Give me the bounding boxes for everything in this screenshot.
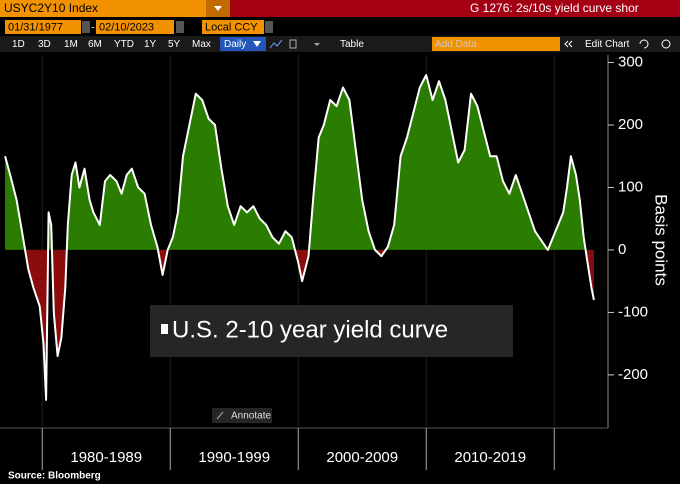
line-icon[interactable] — [269, 39, 283, 49]
end-date-field[interactable] — [96, 20, 174, 34]
period-button[interactable]: YTD — [114, 39, 134, 50]
annotate: Annotate — [231, 411, 271, 422]
edit-chart[interactable]: Edit Chart — [585, 39, 630, 50]
period-button[interactable]: 1M — [64, 39, 78, 50]
y-tick-label: 300 — [618, 53, 643, 70]
annotate-icon — [216, 411, 224, 420]
y-tick-label: 200 — [618, 116, 643, 133]
period-button[interactable]: 3D — [38, 39, 51, 50]
currency-dropdown[interactable] — [265, 21, 273, 33]
collapse-icon[interactable] — [564, 40, 573, 48]
settings-icon[interactable] — [661, 39, 671, 49]
legend-marker — [161, 324, 168, 334]
function-title: G 1276: 2s/10s yield curve shor — [470, 1, 639, 15]
period-button[interactable]: 6M — [88, 39, 102, 50]
y-axis-label: Basis points — [652, 194, 671, 286]
function-bar — [230, 0, 680, 17]
annotate-button[interactable] — [212, 408, 272, 423]
x-tick-label: 2000-2009 — [326, 449, 398, 466]
source: Source: Bloomberg — [8, 471, 101, 482]
period-button[interactable]: 5Y — [168, 39, 181, 50]
add-data-field[interactable] — [432, 37, 560, 51]
frequency: Daily — [224, 39, 246, 50]
add-data: Add Data — [435, 39, 477, 50]
ticker-field[interactable] — [0, 0, 206, 17]
more-arrow[interactable] — [314, 43, 320, 46]
currency-field[interactable] — [202, 20, 264, 34]
y-tick-label: 100 — [618, 178, 643, 195]
y-tick-label: 0 — [618, 241, 626, 258]
date-sep: - — [91, 21, 95, 33]
calendar-icon[interactable] — [82, 21, 90, 33]
calendar-icon[interactable] — [176, 21, 184, 33]
frequency-button[interactable] — [220, 37, 266, 51]
area — [5, 75, 594, 400]
x-tick-label: 2010-2019 — [454, 449, 526, 466]
y-tick-label: -200 — [618, 366, 648, 383]
legend-label: U.S. 2-10 year yield curve — [172, 316, 448, 343]
currency: Local CCY — [205, 21, 258, 33]
undo-icon[interactable] — [639, 39, 649, 49]
period-button[interactable]: Max — [192, 39, 211, 50]
start-date: 01/31/1977 — [8, 21, 63, 33]
period-button[interactable]: 1Y — [144, 39, 157, 50]
legend-box — [150, 305, 513, 357]
x-tick-label: 1990-1999 — [198, 449, 270, 466]
ticker: USYC2Y10 Index — [4, 1, 98, 15]
table-button[interactable]: Table — [340, 39, 364, 50]
line — [4, 74, 595, 401]
frequency-arrow — [253, 41, 261, 47]
bar-icon[interactable] — [289, 39, 297, 49]
x-tick-label: 1980-1989 — [70, 449, 142, 466]
period-button[interactable]: 1D — [12, 39, 25, 50]
end-date: 02/10/2023 — [99, 21, 154, 33]
y-tick-label: -100 — [618, 303, 648, 320]
dropdown-arrow — [214, 6, 222, 11]
start-date-field[interactable] — [5, 20, 81, 34]
